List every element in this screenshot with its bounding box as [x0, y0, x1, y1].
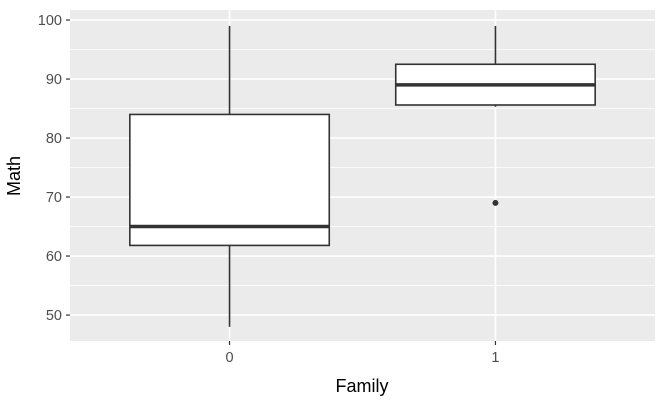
x-axis-title: Family — [336, 376, 389, 396]
axes: 50 60 70 80 90 100 0 1 — [38, 13, 500, 366]
y-tick-label: 50 — [46, 308, 62, 324]
y-axis-title: Math — [4, 156, 24, 196]
x-tick-label: 0 — [226, 350, 234, 366]
box-iqr — [129, 113, 331, 247]
y-tick-label: 90 — [46, 72, 62, 88]
y-tick-label: 100 — [38, 13, 62, 29]
y-tick-label: 80 — [46, 131, 62, 147]
outlier-point — [492, 199, 499, 206]
boxes — [129, 25, 596, 327]
y-tick-label: 60 — [46, 249, 62, 265]
y-tick-label: 70 — [46, 190, 62, 206]
x-tick-label: 1 — [491, 350, 499, 366]
